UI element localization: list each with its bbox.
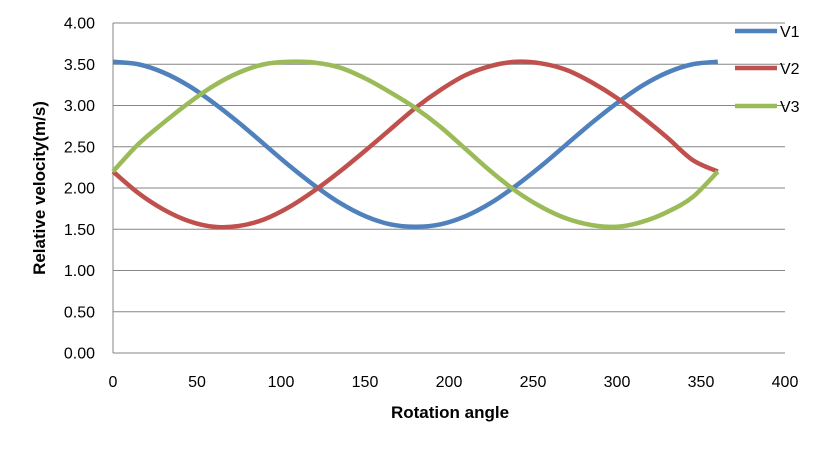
legend-label-v3: V3 xyxy=(780,99,800,116)
gridlines xyxy=(112,22,785,354)
y-axis-title: Relative velocity(m/s) xyxy=(30,101,49,275)
x-tick-label: 150 xyxy=(352,374,379,391)
series-line-v1 xyxy=(112,59,719,230)
legend-label-v2: V2 xyxy=(780,61,800,78)
legend: V1 V2 V3 xyxy=(735,24,800,116)
y-tick-label: 4.00 xyxy=(64,16,95,33)
y-tick-label: 2.00 xyxy=(64,181,95,198)
x-tick-label: 350 xyxy=(688,374,715,391)
y-tick-label: 2.50 xyxy=(64,139,95,156)
y-tick-label: 0.50 xyxy=(64,304,95,321)
series-line-v3 xyxy=(111,59,720,230)
x-axis-title: Rotation angle xyxy=(391,403,509,422)
x-tick-label: 250 xyxy=(520,374,547,391)
y-tick-label: 3.50 xyxy=(64,57,95,74)
x-axis-tick-labels: 0 50 100 150 200 250 300 350 400 xyxy=(109,374,799,391)
y-tick-label: 0.00 xyxy=(64,346,95,363)
series-line-v2 xyxy=(111,59,719,230)
y-tick-label: 1.50 xyxy=(64,222,95,239)
legend-label-v1: V1 xyxy=(780,24,800,41)
y-axis-tick-labels: 0.00 0.50 1.00 1.50 2.00 2.50 3.00 3.50 4.00 xyxy=(64,16,95,363)
x-tick-label: 300 xyxy=(604,374,631,391)
x-tick-label: 0 xyxy=(109,374,118,391)
x-tick-label: 400 xyxy=(772,374,799,391)
y-tick-label: 3.00 xyxy=(64,98,95,115)
x-tick-label: 200 xyxy=(436,374,463,391)
x-tick-label: 100 xyxy=(268,374,295,391)
series-lines xyxy=(111,59,720,230)
x-tick-label: 50 xyxy=(188,374,206,391)
y-tick-label: 1.00 xyxy=(64,263,95,280)
